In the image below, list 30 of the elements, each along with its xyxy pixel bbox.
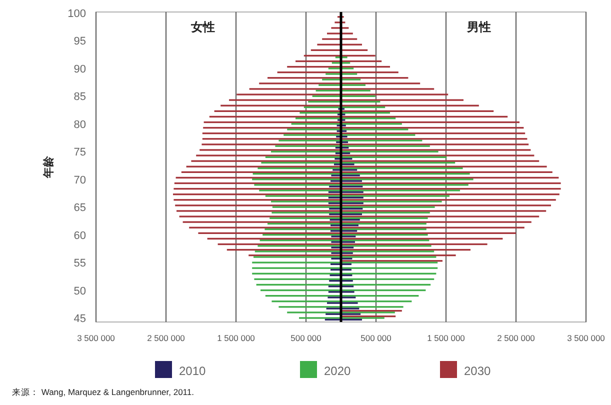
y-tick-label: 50 bbox=[74, 285, 86, 298]
x-tick-label: 500 000 bbox=[360, 333, 392, 343]
y-tick-label: 55 bbox=[74, 258, 86, 270]
y-tick-label: 85 bbox=[74, 91, 86, 104]
annotation: 女性 bbox=[190, 20, 215, 34]
y-tick-label: 75 bbox=[74, 146, 86, 159]
legend-item: 2020 bbox=[300, 361, 351, 378]
y-tick-label: 90 bbox=[74, 63, 86, 76]
x-tick-label: 2 500 000 bbox=[497, 333, 536, 343]
y-axis-title: 年龄 bbox=[42, 155, 55, 179]
legend-label: 2010 bbox=[179, 364, 206, 378]
x-tick-label: 1 500 000 bbox=[427, 333, 466, 343]
source-note: 来源： Wang, Marquez & Langenbrunner, 2011. bbox=[12, 387, 194, 397]
x-tick-label: 3 500 000 bbox=[567, 333, 606, 343]
legend-item: 2010 bbox=[155, 361, 206, 378]
x-tick-label: 2 500 000 bbox=[147, 333, 186, 343]
legend-label: 2030 bbox=[464, 364, 492, 378]
y-tick-label: 80 bbox=[74, 118, 86, 131]
y-tick-label: 95 bbox=[74, 36, 86, 48]
legend-label: 2020 bbox=[324, 364, 352, 378]
x-tick-label: 500 000 bbox=[290, 333, 322, 343]
legend-item: 2030 bbox=[440, 361, 491, 378]
y-tick-label: 70 bbox=[74, 174, 86, 186]
y-tick-label: 60 bbox=[74, 230, 86, 242]
annotation: 男性 bbox=[466, 20, 491, 34]
x-tick-label: 3 500 000 bbox=[77, 333, 116, 343]
x-tick-label: 1 500 000 bbox=[217, 333, 256, 343]
y-tick-label: 45 bbox=[74, 313, 86, 325]
y-tick-label: 65 bbox=[74, 202, 86, 214]
y-tick-label: 100 bbox=[68, 8, 86, 20]
